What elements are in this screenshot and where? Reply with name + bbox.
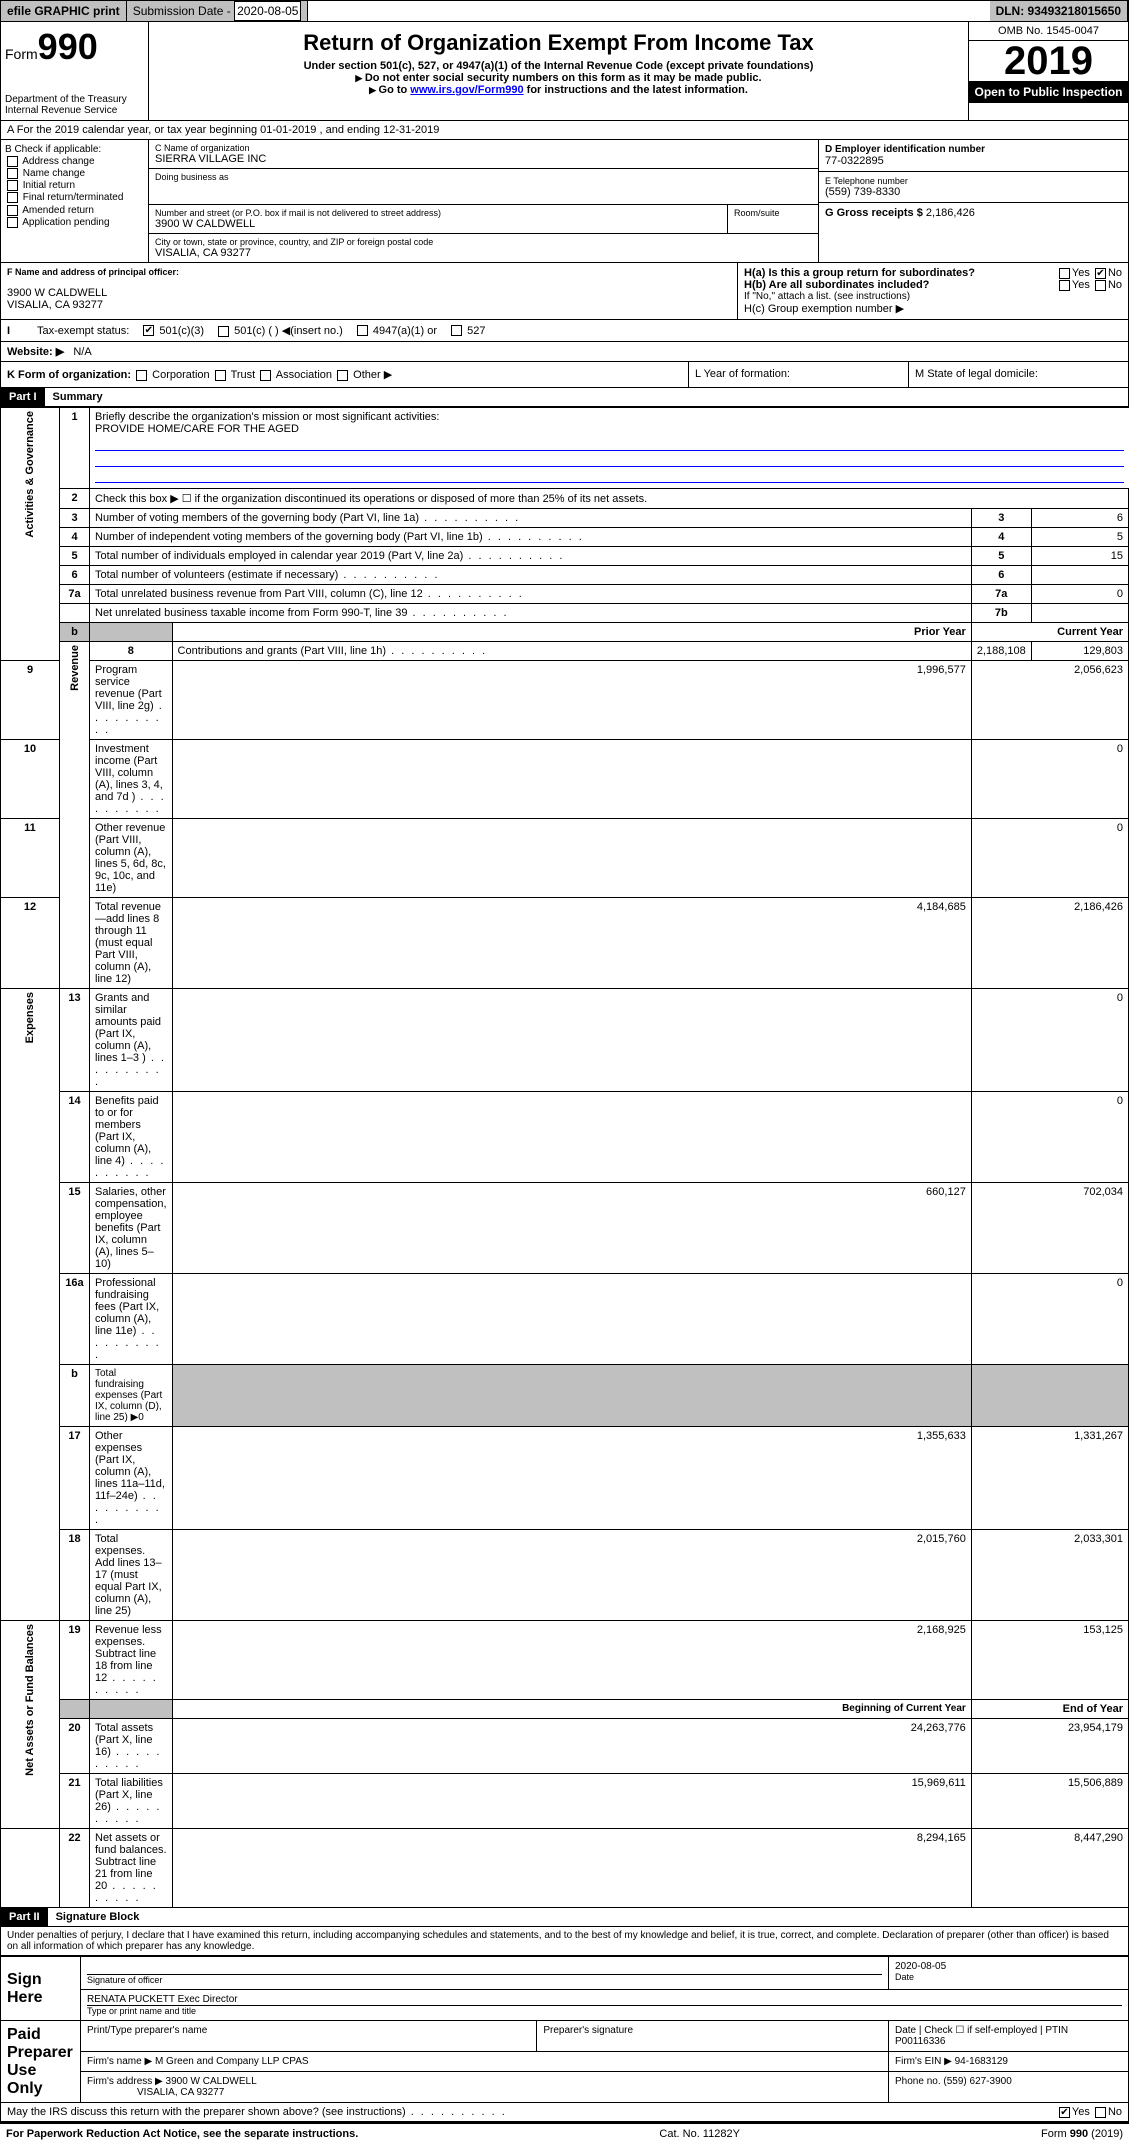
footer-right: Form 990 (2019) <box>1041 2128 1123 2140</box>
mission-text: PROVIDE HOME/CARE FOR THE AGED <box>95 423 299 435</box>
perjury-statement: Under penalties of perjury, I declare th… <box>0 1927 1129 1956</box>
footer-left: For Paperwork Reduction Act Notice, see … <box>6 2128 358 2140</box>
cb-addr-change[interactable]: Address change <box>5 156 144 167</box>
cb-501c3[interactable]: 501(c)(3) <box>141 325 204 337</box>
cb-amended[interactable]: Amended return <box>5 205 144 216</box>
org-name: SIERRA VILLAGE INC <box>155 153 812 165</box>
footer-cat: Cat. No. 11282Y <box>659 2128 740 2140</box>
street-address: 3900 W CALDWELL <box>155 218 721 230</box>
city-state-zip: VISALIA, CA 93277 <box>155 247 812 259</box>
ein-box: D Employer identification number 77-0322… <box>819 140 1128 172</box>
cb-4947[interactable]: 4947(a)(1) or <box>355 325 437 337</box>
form-header: Form990 Department of the Treasury Inter… <box>0 22 1129 121</box>
dba-box: Doing business as <box>149 169 818 205</box>
section-fh: F Name and address of principal officer:… <box>0 263 1129 320</box>
cb-527[interactable]: 527 <box>449 325 485 337</box>
footer: For Paperwork Reduction Act Notice, see … <box>0 2122 1129 2144</box>
firm-name: M Green and Company LLP CPAS <box>155 2056 309 2067</box>
part2-header: Part II Signature Block <box>0 1908 1129 1927</box>
city-box: City or town, state or province, country… <box>149 233 818 262</box>
ein-value: 77-0322895 <box>825 155 1122 167</box>
subtitle-3: Go to www.irs.gov/Form990 for instructio… <box>153 84 964 96</box>
dept-label: Department of the Treasury <box>5 94 144 105</box>
m-state-domicile: M State of legal domicile: <box>908 362 1128 387</box>
b-header: B Check if applicable: <box>5 144 144 155</box>
line3-value: 6 <box>1031 509 1128 528</box>
cb-pending[interactable]: Application pending <box>5 217 144 228</box>
submission-date: Submission Date - 2020-08-05 <box>127 1 309 21</box>
cb-final[interactable]: Final return/terminated <box>5 192 144 203</box>
row-j-website: Website: ▶ N/A <box>0 342 1129 362</box>
row-i-tax-status: I Tax-exempt status: 501(c)(3) 501(c) ( … <box>0 320 1129 342</box>
street-box: Number and street (or P.O. box if mail i… <box>149 205 728 233</box>
cb-501c[interactable]: 501(c) ( ) ◀(insert no.) <box>216 324 343 337</box>
room-box: Room/suite <box>728 205 818 233</box>
officer-name: RENATA PUCKETT Exec Director <box>87 1994 1122 2006</box>
phone-value: (559) 739-8330 <box>825 186 1122 198</box>
phone-box: E Telephone number (559) 739-8330 <box>819 172 1128 203</box>
line7b-value <box>1031 604 1128 623</box>
group-exemption: H(c) Group exemption number ▶ <box>744 302 1122 315</box>
org-name-box: C Name of organization SIERRA VILLAGE IN… <box>149 140 818 169</box>
irs-label: Internal Revenue Service <box>5 105 144 116</box>
ptin-value: P00116336 <box>895 2036 945 2047</box>
k-form-org: K Form of organization: Corporation Trus… <box>1 362 688 387</box>
section-bcd: B Check if applicable: Address change Na… <box>0 140 1129 263</box>
l-year-formation: L Year of formation: <box>688 362 908 387</box>
form-label: Form990 <box>5 26 144 68</box>
subtitle-2: Do not enter social security numbers on … <box>153 72 964 84</box>
dln: DLN: 93493218015650 <box>990 1 1128 21</box>
principal-officer: F Name and address of principal officer:… <box>1 263 738 319</box>
vlabel-activities: Activities & Governance <box>1 408 60 661</box>
part1-header: Part I Summary <box>0 388 1129 407</box>
form-title: Return of Organization Exempt From Incom… <box>153 30 964 56</box>
row-klm: K Form of organization: Corporation Trus… <box>0 362 1129 388</box>
sig-date: 2020-08-05 <box>895 1961 1122 1972</box>
summary-table: Activities & Governance 1 Briefly descri… <box>0 407 1129 1908</box>
vlabel-revenue: Revenue <box>60 642 90 989</box>
website-value: N/A <box>73 346 91 358</box>
group-return: H(a) Is this a group return for subordin… <box>738 263 1128 319</box>
cb-name-change[interactable]: Name change <box>5 168 144 179</box>
cb-initial[interactable]: Initial return <box>5 180 144 191</box>
form990-link[interactable]: www.irs.gov/Form990 <box>410 84 523 96</box>
efile-label[interactable]: efile GRAPHIC print <box>1 1 127 21</box>
sign-here-label: Sign Here <box>1 1957 81 2021</box>
subtitle-1: Under section 501(c), 527, or 4947(a)(1)… <box>153 60 964 72</box>
vlabel-expenses: Expenses <box>1 989 60 1621</box>
line7a-value: 0 <box>1031 585 1128 604</box>
line6-value <box>1031 566 1128 585</box>
row-a-period: A For the 2019 calendar year, or tax yea… <box>0 121 1129 140</box>
firm-ein: 94-1683129 <box>955 2056 1008 2067</box>
signature-table: Sign Here Signature of officer 2020-08-0… <box>0 1956 1129 2103</box>
col-b-checkboxes: B Check if applicable: Address change Na… <box>1 140 149 262</box>
open-inspection: Open to Public Inspection <box>969 81 1128 103</box>
firm-phone: (559) 627-3900 <box>943 2076 1011 2087</box>
tax-year: 2019 <box>969 41 1128 81</box>
header-bar: efile GRAPHIC print Submission Date - 20… <box>0 0 1129 22</box>
line5-value: 15 <box>1031 547 1128 566</box>
discuss-row: May the IRS discuss this return with the… <box>0 2103 1129 2122</box>
paid-preparer-label: Paid Preparer Use Only <box>1 2021 81 2103</box>
vlabel-netassets: Net Assets or Fund Balances <box>1 1621 60 1829</box>
line4-value: 5 <box>1031 528 1128 547</box>
gross-receipts: 2,186,426 <box>926 207 975 219</box>
gross-receipts-box: G Gross receipts $ 2,186,426 <box>819 203 1128 223</box>
